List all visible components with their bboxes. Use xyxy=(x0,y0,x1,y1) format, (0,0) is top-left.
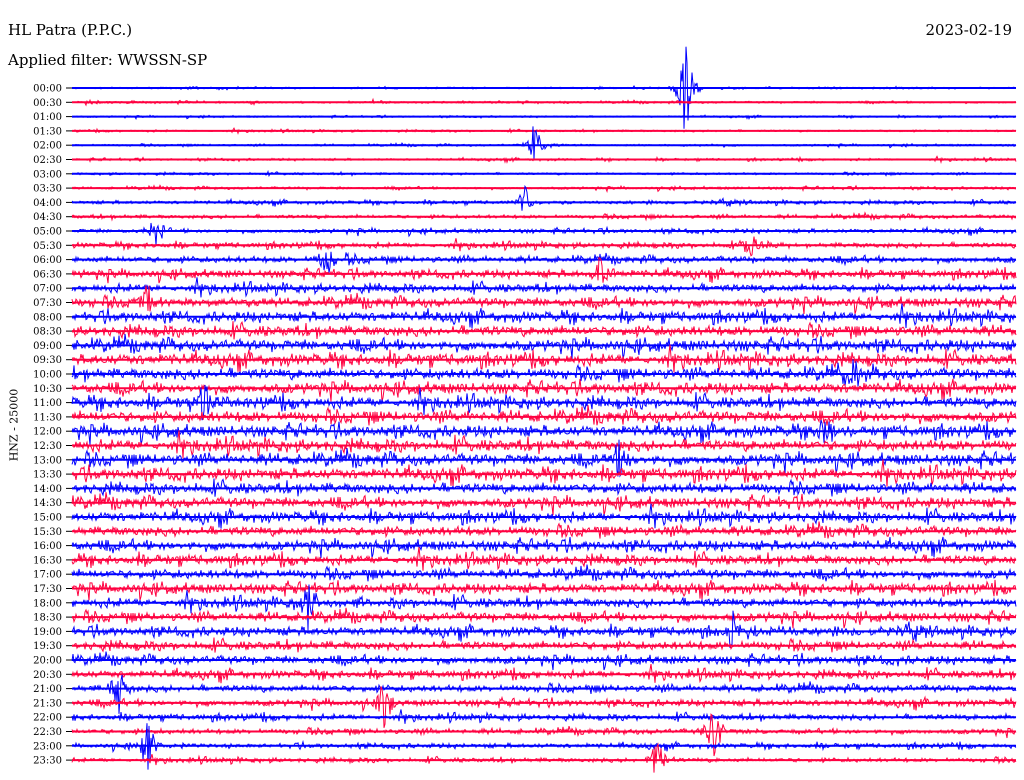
time-tick-label: 10:00 xyxy=(33,370,62,381)
time-tick-label: 07:00 xyxy=(33,284,62,295)
time-tick-label: 11:30 xyxy=(33,412,62,423)
time-tick-label: 04:30 xyxy=(33,212,62,223)
time-tick-label: 18:00 xyxy=(33,598,62,609)
trace-row-1430 xyxy=(71,492,1017,516)
time-tick-label: 17:30 xyxy=(33,584,62,595)
trace-row-0930 xyxy=(71,344,1017,374)
time-tick-label: 16:30 xyxy=(33,555,62,566)
time-tick-label: 21:30 xyxy=(33,698,62,709)
time-tick-label: 12:30 xyxy=(33,441,62,452)
time-tick-label: 23:00 xyxy=(33,741,62,752)
trace-row-1630 xyxy=(71,546,1017,571)
time-tick-label: 02:30 xyxy=(33,155,62,166)
time-tick-label: 13:30 xyxy=(33,470,62,481)
trace-row-1200 xyxy=(71,420,1017,445)
trace-row-0600 xyxy=(71,251,1017,274)
trace-row-1130 xyxy=(71,405,1017,426)
time-tick-label: 11:00 xyxy=(33,398,62,409)
time-tick-label: 04:00 xyxy=(33,198,62,209)
trace-row-1000 xyxy=(71,359,1017,387)
trace-row-1230 xyxy=(71,430,1017,459)
time-tick-label: 14:00 xyxy=(33,484,62,495)
time-tick-label: 06:30 xyxy=(33,269,62,280)
time-tick-label: 15:00 xyxy=(33,513,62,524)
time-tick-label: 20:30 xyxy=(33,670,62,681)
time-tick-label: 03:00 xyxy=(33,169,62,180)
time-tick-label: 05:30 xyxy=(33,241,62,252)
trace-row-1600 xyxy=(71,536,1017,558)
time-tick-label: 03:30 xyxy=(33,184,62,195)
time-tick-label: 08:00 xyxy=(33,312,62,323)
time-tick-label: 09:00 xyxy=(33,341,62,352)
time-tick-label: 16:00 xyxy=(33,541,62,552)
time-tick-label: 22:00 xyxy=(33,713,62,724)
trace-row-1330 xyxy=(71,459,1017,488)
trace-row-1530 xyxy=(71,521,1017,539)
trace-row-1730 xyxy=(71,579,1017,601)
time-tick-label: 22:30 xyxy=(33,727,62,738)
trace-row-0400 xyxy=(71,184,1017,211)
time-tick-label: 01:30 xyxy=(33,126,62,137)
trace-row-1700 xyxy=(71,564,1017,582)
time-tick-label: 18:30 xyxy=(33,613,62,624)
trace-row-0630 xyxy=(71,256,1017,284)
time-tick-label: 06:00 xyxy=(33,255,62,266)
trace-row-0900 xyxy=(71,333,1017,360)
trace-row-2000 xyxy=(71,651,1017,671)
time-tick-label: 08:30 xyxy=(33,327,62,338)
time-tick-label: 02:00 xyxy=(33,141,62,152)
trace-row-2330 xyxy=(71,742,1017,773)
time-tick-label: 23:30 xyxy=(33,756,62,767)
time-tick-label: 17:00 xyxy=(33,570,62,581)
trace-row-0500 xyxy=(71,222,1017,246)
row-tick-labels: 00:00 00:30 01:00 01:30 02:00 02:30 03:00 03:30… xyxy=(33,84,72,767)
time-tick-label: 21:00 xyxy=(33,684,62,695)
trace-row-1800 xyxy=(71,584,1017,631)
time-tick-label: 13:00 xyxy=(33,455,62,466)
time-tick-label: 20:00 xyxy=(33,656,62,667)
trace-row-2130 xyxy=(71,686,1017,728)
station-title: HL Patra (P.P.C.) xyxy=(8,21,133,39)
date-label: 2023-02-19 xyxy=(925,21,1012,39)
time-tick-label: 19:00 xyxy=(33,627,62,638)
time-tick-label: 15:30 xyxy=(33,527,62,538)
time-tick-label: 12:00 xyxy=(33,427,62,438)
time-tick-label: 19:30 xyxy=(33,641,62,652)
time-tick-label: 10:30 xyxy=(33,384,62,395)
time-tick-label: 09:30 xyxy=(33,355,62,366)
time-tick-label: 01:00 xyxy=(33,112,62,123)
time-tick-label: 07:30 xyxy=(33,298,62,309)
filter-label: Applied filter: WWSSN-SP xyxy=(8,51,208,69)
time-tick-label: 00:00 xyxy=(33,84,62,95)
time-tick-label: 00:30 xyxy=(33,98,62,109)
time-tick-label: 14:30 xyxy=(33,498,62,509)
time-tick-label: 05:00 xyxy=(33,227,62,238)
seismogram-traces xyxy=(71,46,1017,773)
trace-row-2100 xyxy=(71,674,1017,714)
